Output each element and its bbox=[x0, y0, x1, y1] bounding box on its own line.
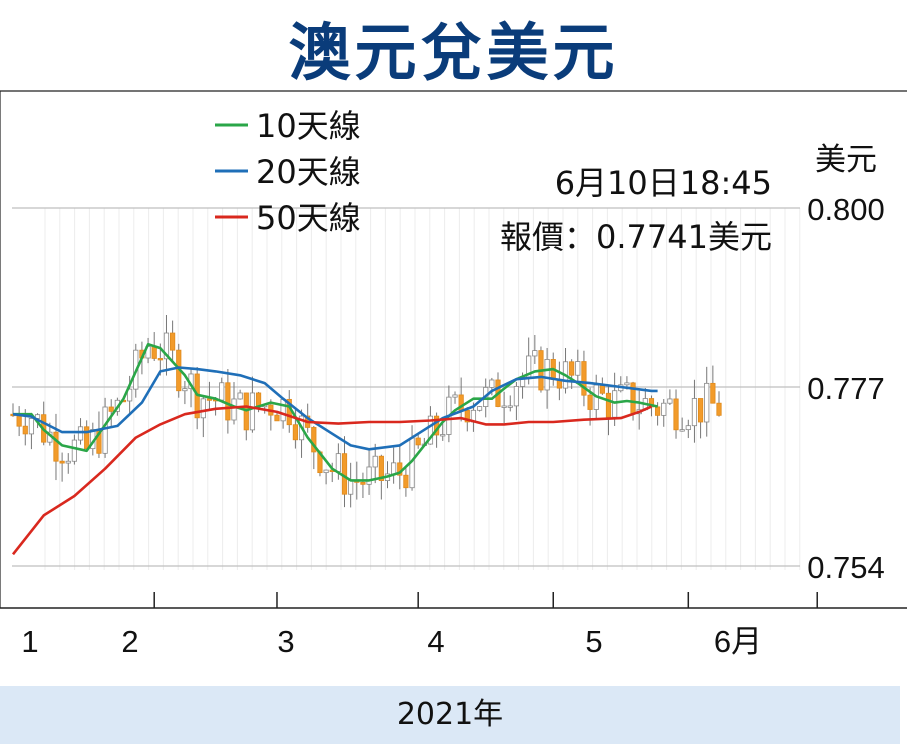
legend-label: 10天線 bbox=[256, 107, 361, 145]
x-axis bbox=[0, 592, 907, 609]
candle-body bbox=[489, 379, 495, 388]
candle-body bbox=[679, 429, 685, 432]
ma-line bbox=[11, 405, 653, 556]
footer-bar: 2021年 bbox=[0, 686, 900, 744]
legend-label: 50天線 bbox=[256, 199, 361, 237]
candle-body bbox=[200, 398, 206, 419]
candle-body bbox=[71, 439, 77, 462]
candle-body bbox=[464, 409, 470, 423]
candle-body bbox=[612, 390, 618, 418]
x-tick-label: 6月 bbox=[714, 624, 762, 659]
candle-body bbox=[587, 394, 593, 410]
candle-body bbox=[292, 424, 299, 441]
candle-body bbox=[108, 406, 114, 412]
candle-body bbox=[77, 426, 84, 441]
moving-averages bbox=[11, 342, 658, 556]
x-tick-label: 2 bbox=[121, 624, 138, 659]
grid bbox=[0, 90, 907, 608]
candle-body bbox=[667, 398, 673, 404]
candle-body bbox=[348, 480, 354, 495]
x-tick-label: 5 bbox=[585, 624, 602, 659]
candle-body bbox=[581, 361, 587, 396]
candle-body bbox=[157, 358, 163, 361]
timestamp-label: 6月10日18:45 bbox=[555, 164, 772, 202]
candle-body bbox=[102, 406, 108, 454]
candle-body bbox=[501, 405, 507, 408]
y-tick-label: 0.754 bbox=[807, 550, 885, 585]
candle-body bbox=[182, 388, 188, 392]
ma-line bbox=[13, 342, 658, 482]
chart: 1 2 3 4 5 6月 0.800 0.777 0.754 美元 6月10日18:45 報價：0.7… bbox=[0, 90, 907, 659]
candle-body bbox=[163, 332, 170, 360]
candle-body bbox=[225, 382, 231, 421]
candles bbox=[10, 314, 722, 508]
candle-body bbox=[127, 388, 133, 402]
candle-body bbox=[219, 382, 225, 401]
candle-body bbox=[151, 346, 157, 359]
candle-body bbox=[206, 398, 213, 401]
candle-body bbox=[704, 382, 710, 423]
footer-year-label: 2021年 bbox=[396, 697, 504, 732]
y-tick-label: 0.800 bbox=[807, 192, 885, 227]
labels: 1 2 3 4 5 6月 0.800 0.777 0.754 美元 6月10日18:45 報價：0.7… bbox=[21, 107, 884, 659]
candle-body bbox=[84, 426, 90, 450]
candle-body bbox=[323, 469, 329, 474]
candle-body bbox=[231, 398, 237, 421]
candle-body bbox=[661, 402, 667, 416]
candle-body bbox=[624, 382, 630, 386]
ma-line bbox=[12, 366, 658, 451]
candle-body bbox=[673, 398, 679, 431]
candle-body bbox=[249, 392, 256, 431]
candle-body bbox=[513, 386, 520, 407]
chart-title: 澳元兌美元 bbox=[288, 16, 619, 89]
candle-body bbox=[311, 427, 317, 453]
candle-body bbox=[403, 474, 409, 489]
candle-body bbox=[170, 332, 176, 351]
candle-body bbox=[452, 394, 458, 398]
candle-body bbox=[341, 453, 348, 495]
candle-body bbox=[569, 361, 575, 376]
candle-body bbox=[391, 462, 397, 475]
y-axis-label: 美元 bbox=[815, 142, 877, 178]
candle-body bbox=[22, 425, 28, 435]
candle-body bbox=[280, 398, 286, 422]
candle-body bbox=[28, 418, 35, 435]
y-tick-label: 0.777 bbox=[807, 371, 885, 406]
legend-label: 20天線 bbox=[256, 153, 361, 191]
candle-body bbox=[59, 460, 65, 464]
candle-body bbox=[65, 460, 71, 464]
candle-body bbox=[507, 405, 513, 408]
candle-body bbox=[685, 425, 691, 431]
candle-body bbox=[274, 414, 280, 422]
candle-body bbox=[532, 350, 538, 357]
candle-body bbox=[476, 406, 483, 411]
candle-body bbox=[415, 437, 421, 446]
candle-body bbox=[427, 415, 434, 445]
candle-body bbox=[697, 398, 704, 423]
candle-body bbox=[335, 453, 341, 472]
candle-body bbox=[237, 392, 243, 400]
x-tick-label: 3 bbox=[277, 624, 294, 659]
candle-body bbox=[655, 406, 661, 416]
candle-body bbox=[575, 361, 581, 376]
candle-body bbox=[360, 481, 366, 485]
candle-body bbox=[716, 402, 722, 416]
candle-body bbox=[599, 384, 605, 394]
candle-body bbox=[691, 398, 698, 427]
candle-body bbox=[710, 382, 716, 404]
x-tick-label: 4 bbox=[427, 624, 444, 659]
quote-label: 報價：0.7741美元 bbox=[500, 218, 772, 256]
candle-body bbox=[53, 431, 59, 462]
x-tick-label: 1 bbox=[21, 624, 38, 659]
candle-body bbox=[378, 455, 384, 481]
candle-body bbox=[372, 455, 378, 468]
candle-body bbox=[440, 434, 446, 437]
candle-body bbox=[605, 392, 612, 418]
candle-body bbox=[544, 359, 550, 391]
candle-body bbox=[366, 466, 372, 485]
